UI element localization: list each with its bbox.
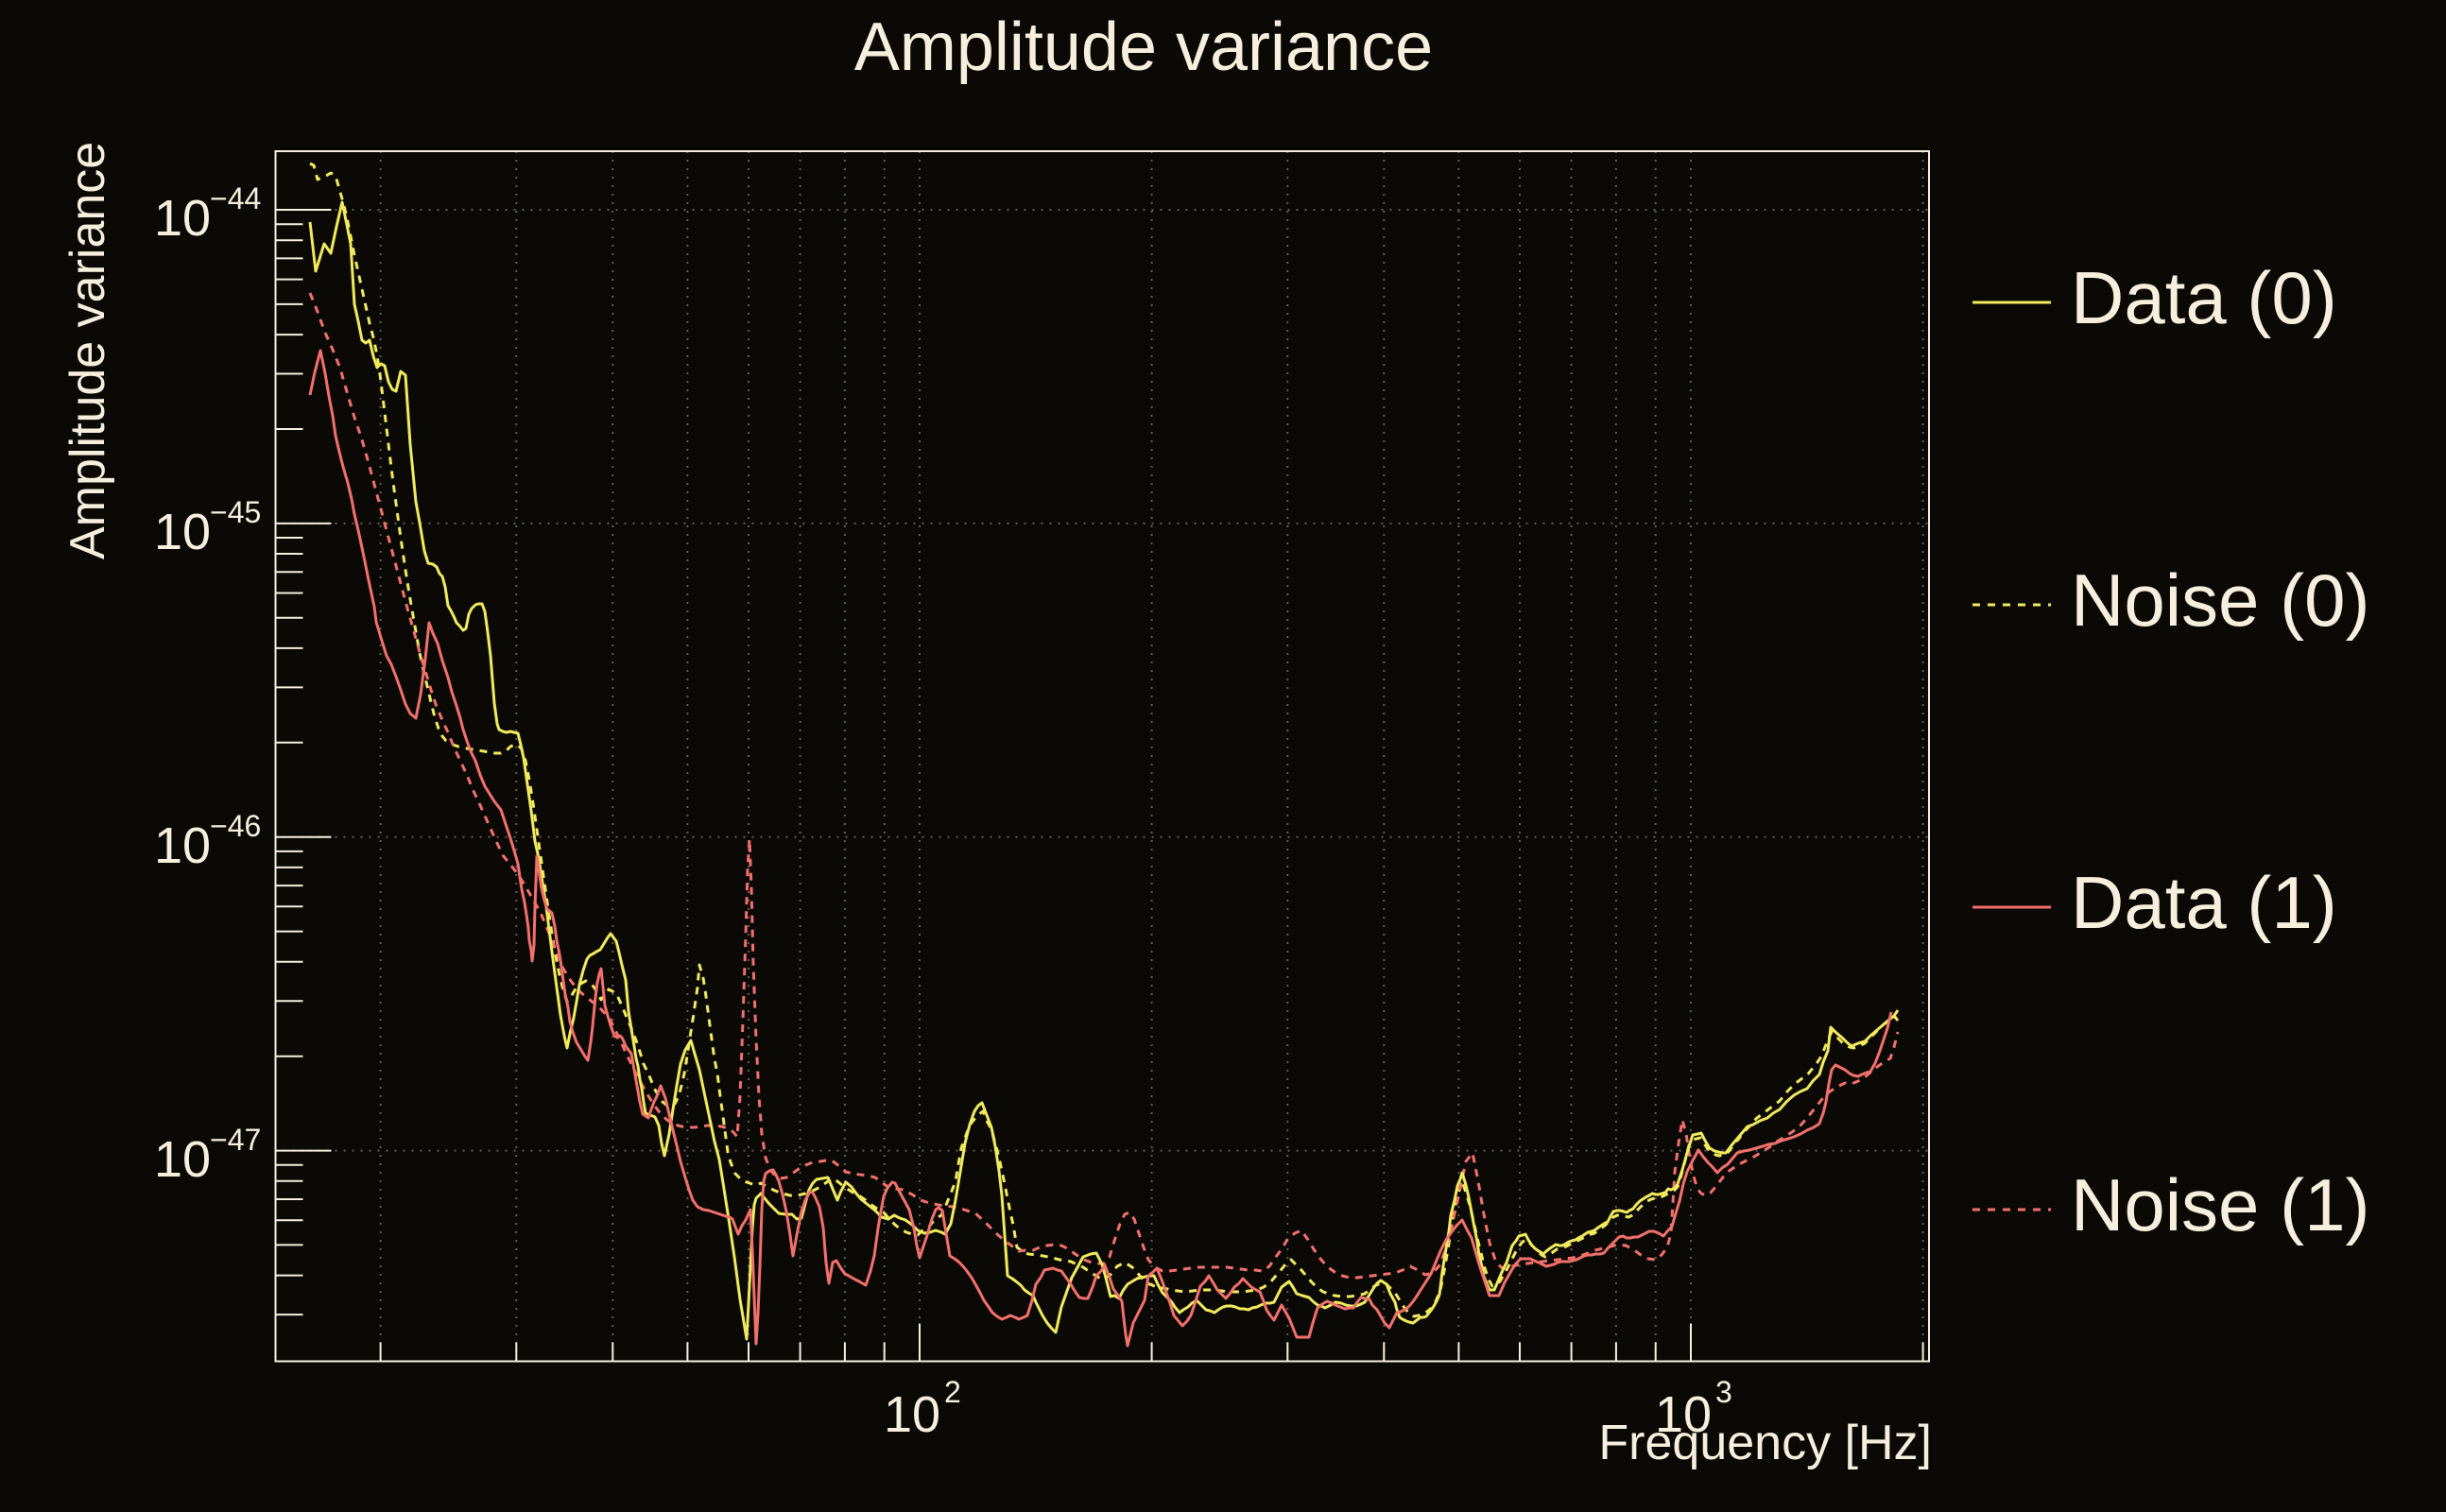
svg-text:Amplitude variance: Amplitude variance <box>854 9 1433 85</box>
svg-text:Noise (1): Noise (1) <box>2071 1163 2369 1246</box>
svg-text:10: 10 <box>154 817 211 874</box>
svg-text:−45: −45 <box>210 495 261 529</box>
svg-text:3: 3 <box>1715 1375 1732 1409</box>
svg-text:10: 10 <box>154 190 211 247</box>
svg-text:−46: −46 <box>210 809 261 843</box>
svg-text:Frequency [Hz]: Frequency [Hz] <box>1598 1416 1932 1470</box>
svg-text:Data (1): Data (1) <box>2071 861 2337 944</box>
svg-text:10: 10 <box>884 1386 940 1443</box>
svg-text:10: 10 <box>1655 1386 1712 1443</box>
svg-text:10: 10 <box>154 504 211 560</box>
svg-text:10: 10 <box>154 1131 211 1188</box>
svg-text:Noise (0): Noise (0) <box>2071 558 2369 642</box>
svg-text:−47: −47 <box>210 1123 261 1157</box>
svg-text:Amplitude variance: Amplitude variance <box>60 142 115 559</box>
svg-text:2: 2 <box>944 1375 961 1409</box>
svg-text:−44: −44 <box>210 181 261 215</box>
svg-text:Data (0): Data (0) <box>2071 256 2337 339</box>
